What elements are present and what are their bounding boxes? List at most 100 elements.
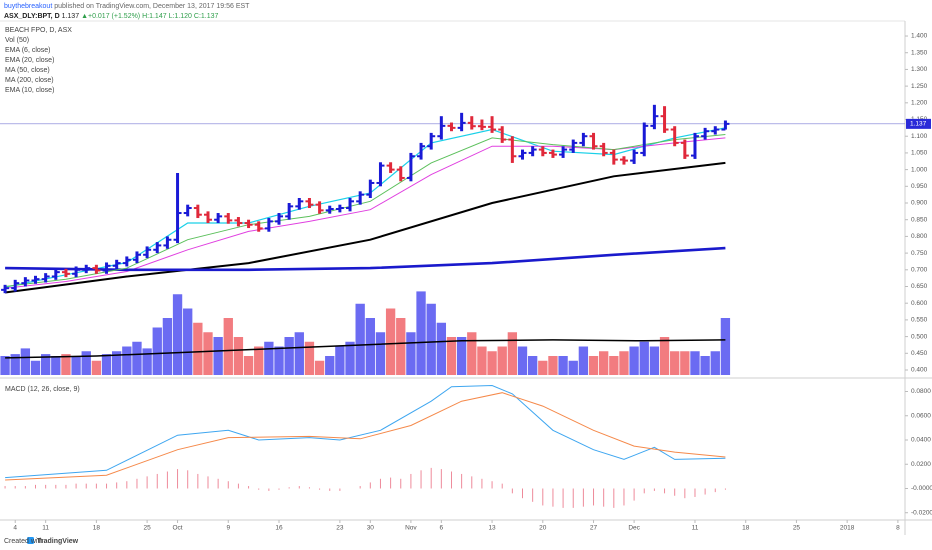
volume-bar	[609, 356, 619, 375]
volume-bar	[710, 351, 720, 375]
legend-entry: EMA (20, close)	[5, 57, 54, 64]
volume-bar	[20, 348, 31, 375]
volume-bar	[304, 341, 315, 375]
x-tick-label: Nov	[405, 525, 417, 532]
volume-bar	[162, 318, 173, 375]
y-tick-label: 1.250	[911, 83, 928, 90]
volume-bar	[294, 332, 304, 375]
volume-bar	[426, 303, 436, 375]
volume-bar	[314, 360, 325, 375]
volume-bar	[152, 327, 162, 375]
last-price-box	[906, 118, 931, 129]
volume-bar	[720, 318, 731, 375]
volume-bar	[548, 356, 558, 375]
volume-bar	[467, 332, 477, 375]
volume-bar	[558, 356, 568, 375]
volume-bar	[497, 346, 507, 375]
y-tick-label: 0.900	[911, 200, 928, 207]
price-title: BEACH FPO, D, ASX	[5, 27, 72, 34]
x-tick-label: 4	[13, 525, 17, 532]
volume-bar	[355, 303, 365, 375]
x-tick-label: 8	[896, 525, 900, 532]
y-tick-label: 0.450	[911, 350, 928, 357]
volume-bar	[396, 318, 406, 375]
legend-entry: EMA (6, close)	[5, 47, 51, 54]
volume-bar	[203, 332, 213, 375]
volume-bar	[670, 351, 680, 375]
quote-high: H:1.147	[142, 13, 167, 20]
volume-bar	[507, 332, 518, 375]
volume-bar	[40, 354, 51, 375]
macd-line	[5, 392, 726, 481]
volume-bar	[385, 308, 396, 375]
moving-average	[5, 246, 726, 272]
volume-bar	[284, 337, 294, 375]
author[interactable]: buythebreakout	[4, 3, 52, 10]
y-tick-label: 0.750	[911, 250, 928, 257]
y-tick-label: 0.600	[911, 300, 928, 307]
volume-bar	[700, 356, 710, 375]
y-tick-label: 1.000	[911, 166, 928, 173]
volume-bar	[122, 346, 132, 375]
legend-entry: EMA (10, close)	[5, 87, 54, 94]
x-tick-label: 6	[440, 525, 444, 532]
volume-bar	[649, 346, 660, 375]
volume-bar	[487, 351, 497, 375]
volume-bar	[517, 346, 528, 375]
y-tick-label: -0.0000	[911, 485, 932, 492]
volume-title: Vol (50)	[5, 37, 29, 44]
volume-bar	[51, 356, 61, 375]
volume-bar	[538, 360, 548, 375]
x-tick-label: 23	[336, 525, 344, 532]
volume-bar	[375, 332, 386, 375]
y-tick-label: 1.350	[911, 49, 928, 56]
volume-bar	[365, 318, 375, 375]
volume-bar	[91, 360, 102, 375]
y-tick-label: 0.850	[911, 216, 928, 223]
x-tick-label: 11	[42, 525, 49, 532]
x-tick-label: 2018	[840, 525, 855, 532]
legend-entry: MA (50, close)	[5, 67, 50, 74]
y-tick-label: 1.400	[911, 33, 928, 40]
y-tick-label: -0.0200	[911, 509, 932, 516]
macd-line	[5, 384, 726, 479]
last-price-label: 1.137	[910, 121, 927, 128]
volume-bar	[172, 294, 183, 375]
volume-bar	[61, 354, 71, 375]
volume-bar	[112, 351, 122, 375]
quote-close: C:1.137	[194, 13, 219, 20]
volume-bar	[213, 337, 223, 375]
y-tick-label: 0.0400	[911, 437, 931, 444]
y-tick-label: 1.100	[911, 133, 928, 140]
brand-icon	[27, 537, 34, 544]
x-tick-label: 20	[539, 525, 547, 532]
y-tick-label: 0.800	[911, 233, 928, 240]
volume-bar	[325, 356, 335, 375]
macd-title: MACD (12, 26, close, 9)	[5, 386, 80, 393]
symbol: ASX_DLY:BPT, D	[4, 13, 60, 20]
x-tick-label: 18	[742, 525, 750, 532]
volume-ma	[5, 339, 726, 359]
volume-bar	[629, 346, 639, 375]
y-tick-label: 0.0200	[911, 461, 931, 468]
volume-bar	[639, 341, 649, 375]
volume-bar	[690, 351, 700, 375]
x-tick-label: Dec	[628, 525, 640, 532]
x-tick-label: 30	[367, 525, 375, 532]
volume-bar	[132, 341, 142, 375]
quote-last: 1.137	[62, 13, 80, 20]
volume-bar	[274, 346, 284, 375]
footer-brand[interactable]: TradingView	[37, 538, 79, 545]
volume-bar	[436, 322, 447, 375]
volume-bar	[335, 346, 345, 375]
volume-bar	[264, 341, 274, 375]
y-tick-label: 0.650	[911, 283, 928, 290]
quote-line: ASX_DLY:BPT, D 1.137 ▲+0.017 (+1.52%) H:…	[4, 13, 219, 20]
x-tick-label: 25	[143, 525, 151, 532]
volume-bar	[588, 356, 599, 375]
volume-bar	[10, 354, 20, 375]
y-tick-label: 1.300	[911, 66, 928, 73]
volume-bar	[243, 356, 254, 375]
